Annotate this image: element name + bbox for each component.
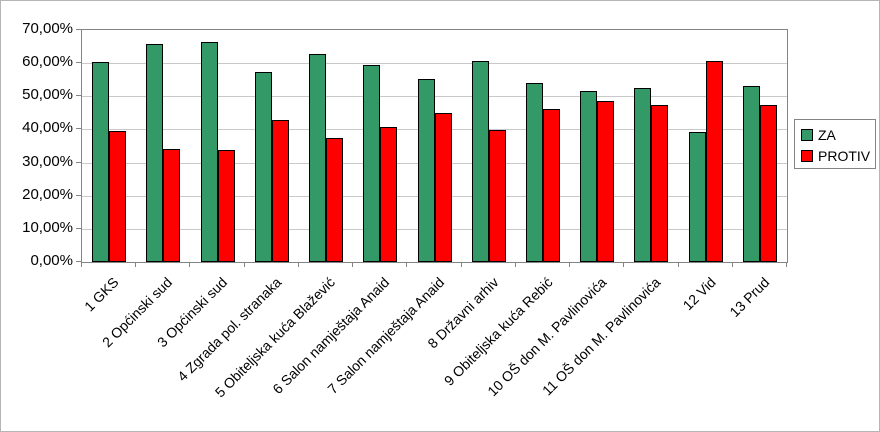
x-axis-tick bbox=[81, 262, 82, 267]
za-swatch-icon bbox=[801, 128, 813, 141]
x-axis-label: 4 Zgrada pol. stranaka bbox=[174, 274, 285, 385]
y-axis-tick bbox=[76, 261, 82, 262]
y-axis-label: 30,00% bbox=[22, 153, 73, 170]
bar-protiv-2 bbox=[163, 149, 180, 262]
bar-za-7 bbox=[418, 79, 435, 262]
bar-protiv-13 bbox=[760, 105, 777, 262]
y-axis-label: 40,00% bbox=[22, 119, 73, 136]
x-axis-tick bbox=[786, 262, 787, 267]
bar-protiv-3 bbox=[218, 150, 235, 262]
protiv-swatch-icon bbox=[801, 149, 813, 162]
bar-za-2 bbox=[146, 44, 163, 262]
y-axis-tick bbox=[76, 228, 82, 229]
bar-za-13 bbox=[743, 86, 760, 262]
x-axis-tick bbox=[732, 262, 733, 267]
bar-za-12 bbox=[689, 132, 706, 262]
x-axis-tick bbox=[515, 262, 516, 267]
y-axis-tick bbox=[76, 95, 82, 96]
y-axis-tick bbox=[76, 62, 82, 63]
y-axis-label: 60,00% bbox=[22, 53, 73, 70]
y-axis-label: 10,00% bbox=[22, 219, 73, 236]
bar-protiv-6 bbox=[380, 127, 397, 262]
x-axis-tick bbox=[135, 262, 136, 267]
legend-item-za: ZA bbox=[795, 124, 875, 145]
x-axis-tick bbox=[189, 262, 190, 267]
y-axis-label: 50,00% bbox=[22, 86, 73, 103]
x-axis-label: 1 GKS bbox=[81, 274, 122, 315]
bar-za-4 bbox=[255, 72, 272, 262]
x-axis-tick bbox=[678, 262, 679, 267]
legend-item-protiv: PROTIV bbox=[795, 145, 875, 166]
y-axis-label: 70,00% bbox=[22, 20, 73, 37]
y-axis-tick bbox=[76, 162, 82, 163]
bar-za-1 bbox=[92, 62, 109, 262]
legend: ZA PROTIV bbox=[794, 119, 876, 169]
bar-za-10 bbox=[580, 91, 597, 262]
bar-za-8 bbox=[472, 61, 489, 262]
bar-protiv-12 bbox=[706, 61, 723, 262]
y-axis-tick bbox=[76, 195, 82, 196]
x-axis-label: 13 Prud bbox=[726, 274, 773, 320]
bar-protiv-5 bbox=[326, 138, 343, 262]
x-axis-tick bbox=[298, 262, 299, 267]
bar-protiv-8 bbox=[489, 130, 506, 262]
legend-label-protiv: PROTIV bbox=[818, 147, 871, 164]
bar-protiv-9 bbox=[543, 109, 560, 262]
x-axis-tick bbox=[406, 262, 407, 267]
plot-area bbox=[81, 29, 788, 263]
x-axis-tick bbox=[352, 262, 353, 267]
x-axis-label: 12 Vid bbox=[679, 274, 719, 314]
legend-label-za: ZA bbox=[818, 126, 836, 143]
y-axis-label: 0,00% bbox=[30, 252, 73, 269]
bar-protiv-10 bbox=[597, 101, 614, 262]
bar-protiv-11 bbox=[651, 105, 668, 262]
bar-za-9 bbox=[526, 83, 543, 262]
bar-za-5 bbox=[309, 54, 326, 262]
bar-za-11 bbox=[634, 88, 651, 262]
y-axis-tick bbox=[76, 29, 82, 30]
x-axis-tick bbox=[244, 262, 245, 267]
gridline bbox=[82, 63, 787, 64]
y-axis-tick bbox=[76, 128, 82, 129]
bar-protiv-1 bbox=[109, 131, 126, 262]
x-axis-tick bbox=[461, 262, 462, 267]
bar-za-6 bbox=[363, 65, 380, 262]
bar-protiv-7 bbox=[435, 113, 452, 262]
x-axis-tick bbox=[623, 262, 624, 267]
bar-protiv-4 bbox=[272, 120, 289, 262]
x-axis-tick bbox=[569, 262, 570, 267]
x-axis-label: 9 Obiteljska kuća Rebić bbox=[440, 274, 556, 389]
bar-za-3 bbox=[201, 42, 218, 262]
y-axis-label: 20,00% bbox=[22, 186, 73, 203]
